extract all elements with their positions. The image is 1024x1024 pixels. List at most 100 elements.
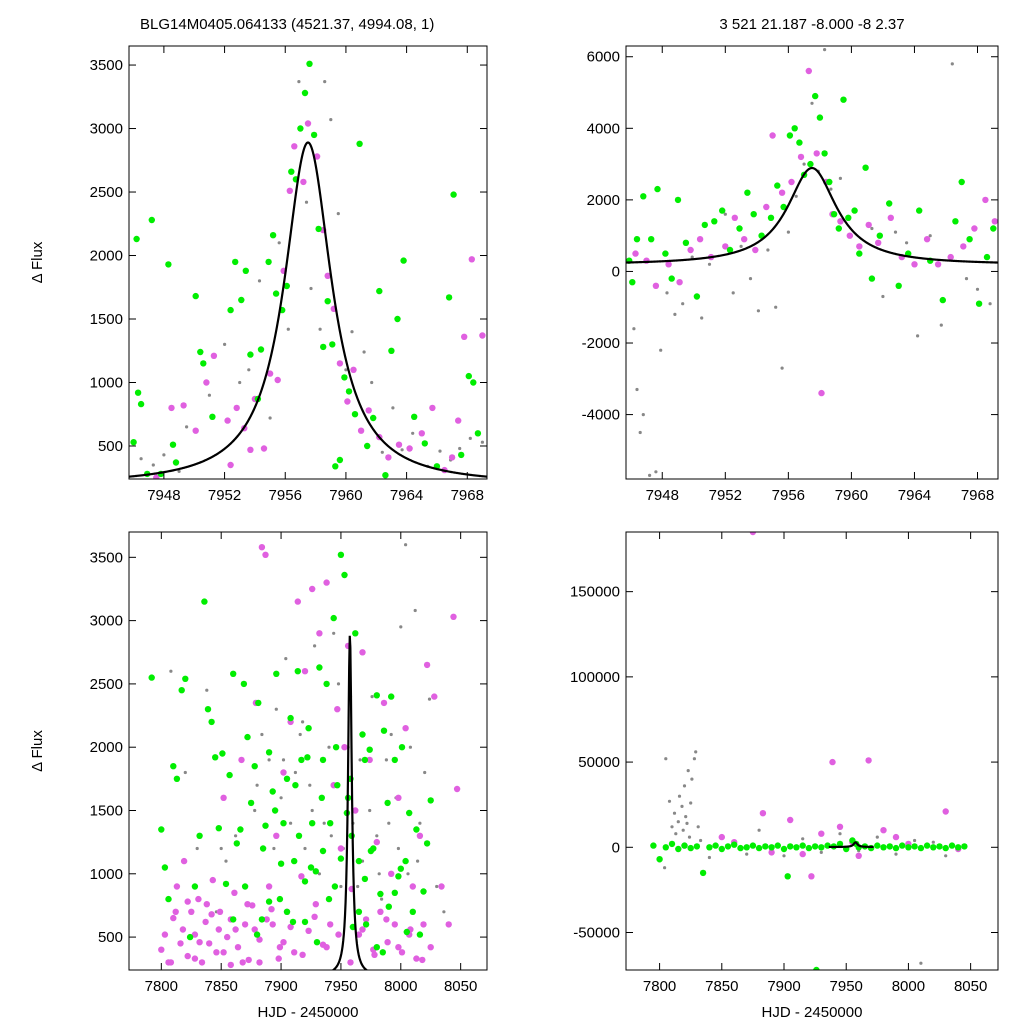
y-tick-label: -50000 <box>573 925 620 942</box>
data-point <box>711 218 718 225</box>
data-point <box>638 430 642 435</box>
data-point <box>262 822 269 829</box>
data-point <box>784 873 791 880</box>
data-point <box>395 873 402 880</box>
data-point <box>318 794 325 801</box>
data-point <box>377 908 384 915</box>
data-point <box>919 961 923 965</box>
data-point <box>409 908 416 915</box>
data-point <box>298 732 302 737</box>
data-point <box>339 884 343 889</box>
data-point <box>299 951 306 958</box>
data-point <box>336 360 344 367</box>
data-point <box>774 842 781 849</box>
data-point <box>632 327 636 331</box>
data-point <box>756 309 761 313</box>
data-point <box>468 256 475 263</box>
data-point <box>249 902 256 909</box>
y-tick-label: 4000 <box>587 120 620 137</box>
data-point <box>952 218 959 225</box>
x-tick-label: 8000 <box>384 978 417 995</box>
data-point <box>480 440 484 444</box>
data-point <box>227 961 234 969</box>
data-point <box>307 864 315 871</box>
data-point <box>195 895 202 903</box>
data-point <box>332 631 336 635</box>
data-point <box>409 883 416 890</box>
y-tick-label: 150000 <box>570 584 620 601</box>
data-point <box>192 292 199 300</box>
data-point <box>665 261 672 268</box>
data-point <box>209 876 216 884</box>
data-point <box>298 756 305 764</box>
data-point <box>316 664 323 671</box>
data-point <box>323 680 330 688</box>
data-point <box>749 532 757 536</box>
data-point <box>232 258 239 266</box>
data-point <box>173 883 181 890</box>
data-point <box>168 404 175 412</box>
data-point <box>911 843 918 850</box>
data-point <box>887 214 894 221</box>
data-point <box>223 342 227 346</box>
data-point <box>791 125 798 132</box>
data-point <box>356 884 360 889</box>
data-point <box>389 732 393 737</box>
data-point <box>383 916 390 923</box>
data-point <box>939 323 943 327</box>
data-point <box>172 459 180 466</box>
data-point <box>829 187 833 191</box>
data-point <box>399 625 403 629</box>
data-point <box>370 414 377 422</box>
data-point <box>681 828 685 832</box>
data-point <box>768 844 775 851</box>
data-point <box>292 782 299 789</box>
y-tick-label: 1500 <box>90 311 123 328</box>
data-point <box>916 334 920 338</box>
data-point <box>934 261 942 268</box>
data-point <box>840 96 847 103</box>
data-point <box>203 379 210 386</box>
data-point <box>327 745 331 749</box>
plot-frame <box>625 531 999 971</box>
data-point <box>975 287 980 291</box>
data-point <box>752 246 759 254</box>
data-point <box>404 543 408 547</box>
data-point <box>239 959 246 966</box>
data-point <box>196 832 203 839</box>
data-point <box>323 80 327 84</box>
data-point <box>318 327 322 331</box>
data-point <box>322 821 326 825</box>
y-tick-label: 0 <box>612 839 620 856</box>
data-point <box>234 944 242 951</box>
x-axis-label: HJD - 2450000 <box>258 1004 359 1021</box>
data-point <box>684 815 688 819</box>
data-point <box>269 788 276 795</box>
data-point <box>787 816 794 824</box>
data-point <box>170 914 177 922</box>
data-point <box>886 843 893 850</box>
data-point <box>766 248 770 252</box>
data-point <box>276 944 284 951</box>
data-point <box>238 296 245 304</box>
y-tick-label: 0 <box>612 263 620 280</box>
data-point <box>177 469 181 473</box>
data-point <box>265 258 272 266</box>
data-point <box>453 785 461 793</box>
data-point <box>674 196 682 204</box>
data-point <box>692 757 697 761</box>
data-point <box>394 315 401 323</box>
data-point <box>207 393 211 397</box>
data-point <box>334 706 341 713</box>
data-point <box>431 693 438 700</box>
data-point <box>990 225 997 232</box>
data-point <box>656 856 663 863</box>
data-point <box>958 178 965 186</box>
data-point <box>971 225 978 232</box>
data-point <box>395 944 402 951</box>
data-point <box>332 463 339 470</box>
data-point <box>265 749 273 756</box>
data-point <box>676 820 680 824</box>
data-point <box>689 801 693 805</box>
data-point <box>874 842 881 849</box>
